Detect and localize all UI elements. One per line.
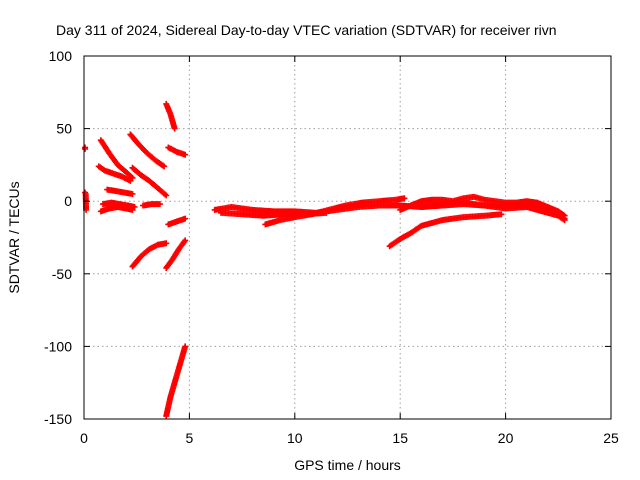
data-point: [128, 174, 135, 180]
data-point: [163, 192, 170, 199]
y-tick-label: -50: [52, 266, 72, 282]
y-tick-label: -100: [44, 338, 72, 354]
data-point: [182, 151, 189, 158]
data-point: [561, 217, 568, 224]
x-tick-label: 10: [287, 430, 303, 446]
axis-ticks: 0 5 10 15 20 25 -150 -100 -50 0 50 100: [44, 48, 619, 446]
data-points: [82, 100, 568, 420]
data-point: [171, 125, 178, 132]
x-tick-label: 5: [186, 430, 194, 446]
data-point: [161, 163, 168, 170]
grid: [84, 56, 611, 419]
plot-frame: [83, 55, 612, 420]
data-point: [156, 201, 163, 208]
x-axis-label: GPS time / hours: [294, 457, 401, 473]
chart-title: Day 311 of 2024, Sidereal Day-to-day VTE…: [56, 22, 557, 38]
x-tick-label: 0: [80, 430, 88, 446]
y-tick-label: 50: [56, 121, 72, 137]
data-point: [129, 190, 136, 197]
data-point: [182, 215, 189, 222]
x-tick-label: 15: [392, 430, 408, 446]
data-point: [182, 343, 189, 350]
y-axis-label: SDTVAR / TECUs: [6, 181, 22, 293]
data-point: [401, 195, 408, 202]
data-point: [129, 206, 136, 213]
x-tick-label: 25: [603, 430, 619, 446]
data-point: [498, 211, 505, 218]
y-tick-label: 0: [64, 193, 72, 209]
y-tick-label: -150: [44, 411, 72, 427]
y-tick-label: 100: [49, 48, 73, 64]
data-point: [182, 237, 189, 244]
x-tick-label: 20: [498, 430, 514, 446]
data-point: [127, 177, 134, 184]
data-point: [163, 240, 170, 247]
data-point: [82, 145, 89, 152]
